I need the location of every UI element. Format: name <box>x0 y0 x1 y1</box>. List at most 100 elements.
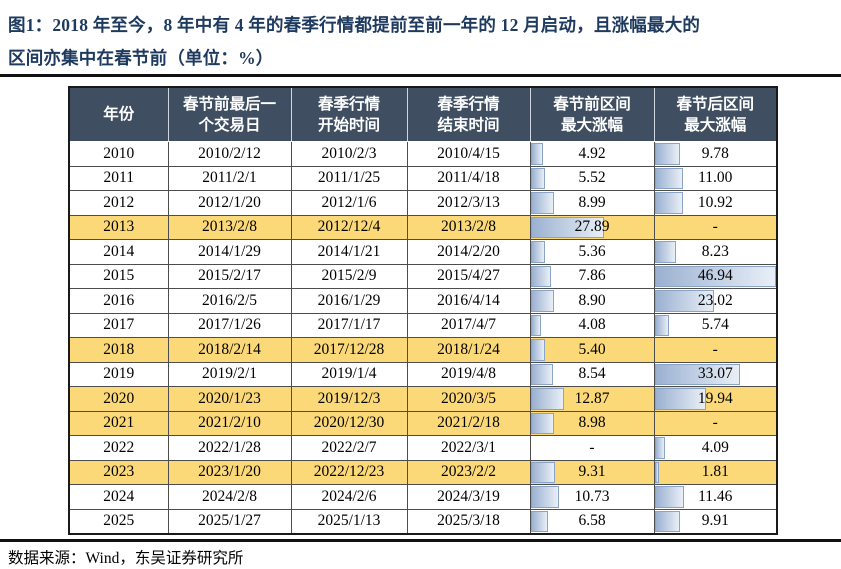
pre-cny-gain-cell: 8.98 <box>529 410 655 436</box>
rally-start-cell: 2011/1/25 <box>290 165 408 191</box>
table-body: 2010 2010/2/12 2010/2/3 2010/4/15 4.92 9.78 20… <box>68 141 778 535</box>
rally-start-cell: 2025/1/13 <box>290 508 408 535</box>
rally-start-cell: 2016/1/29 <box>290 288 408 314</box>
last-trading-day-cell-value: 2012/1/20 <box>198 193 261 211</box>
rally-start-cell-value: 2016/1/29 <box>317 291 381 309</box>
post-cny-gain-cell: 4.09 <box>653 435 778 461</box>
post-cny-gain-cell: 46.94 <box>653 263 778 289</box>
table-row-2012: 2012 2012/1/20 2012/1/6 2012/3/13 8.99 10.92 <box>68 190 778 216</box>
pre-cny-gain-cell: 8.54 <box>529 361 655 387</box>
data-bar <box>531 388 565 410</box>
post-cny-gain-cell-value: 23.02 <box>697 291 733 309</box>
pre-cny-gain-cell-value: 27.89 <box>574 218 610 236</box>
last-trading-day-cell: 2016/2/5 <box>167 288 292 314</box>
pre-cny-gain-cell-value: 8.99 <box>578 193 606 211</box>
data-bar <box>531 265 552 287</box>
pre-cny-gain-cell-value: - <box>589 438 595 456</box>
table-row-2015: 2015 2015/2/17 2015/2/9 2015/4/27 7.86 46.94 <box>68 263 778 289</box>
last-trading-day-cell-value: 2022/1/28 <box>198 438 261 456</box>
post-cny-gain-cell-value: 11.00 <box>698 169 733 187</box>
table-row-2011: 2011 2011/2/1 2011/1/25 2011/4/18 5.52 11.00 <box>68 165 778 191</box>
data-bar <box>655 241 676 263</box>
last-trading-day-cell: 2022/1/28 <box>167 435 292 461</box>
rally-start-cell: 2017/1/17 <box>290 312 408 338</box>
pre-cny-gain-cell: 9.31 <box>529 459 655 485</box>
last-trading-day-cell-value: 2024/2/8 <box>201 487 258 505</box>
post-cny-gain-cell: 11.46 <box>653 484 778 510</box>
data-bar <box>655 143 680 165</box>
pre-cny-gain-cell: 6.58 <box>529 508 655 535</box>
year-cell-value: 2010 <box>103 144 135 162</box>
post-cny-gain-cell: - <box>653 214 778 240</box>
pre-cny-gain-cell-value: 5.52 <box>578 169 606 187</box>
post-cny-gain-cell: 9.91 <box>653 508 778 535</box>
rally-end-cell-value: 2025/3/18 <box>437 512 500 530</box>
pre-cny-gain-cell: 10.73 <box>529 484 655 510</box>
figure-title-line1: 图1：2018 年至今，8 年中有 4 年的春季行情都提前至前一年的 12 月启… <box>8 15 701 35</box>
rally-start-cell: 2010/2/3 <box>290 141 408 167</box>
column-header-max_gain_before_cny: 春节前区间 最大涨幅 <box>529 87 654 142</box>
rally-end-cell-value: 2011/4/18 <box>437 169 500 187</box>
table-row-2024: 2024 2024/2/8 2024/2/6 2024/3/19 10.73 11.46 <box>68 484 778 510</box>
year-cell-value: 2023 <box>103 463 135 481</box>
table-row-2022: 2022 2022/1/28 2022/2/7 2022/3/1 - 4.09 <box>68 435 778 461</box>
rally-start-cell: 2012/12/4 <box>290 214 408 240</box>
last-trading-day-cell: 2012/1/20 <box>167 190 292 216</box>
rally-start-cell: 2024/2/6 <box>290 484 408 510</box>
post-cny-gain-cell: 9.78 <box>653 141 778 167</box>
rally-end-cell-value: 2023/2/2 <box>440 463 497 481</box>
last-trading-day-cell-value: 2017/1/26 <box>198 316 261 334</box>
pre-cny-gain-cell: 12.87 <box>529 386 655 412</box>
rally-start-cell-value: 2015/2/9 <box>321 267 377 285</box>
pre-cny-gain-cell: 4.08 <box>529 312 655 338</box>
year-cell-value: 2024 <box>103 487 135 505</box>
pre-cny-gain-cell: - <box>529 435 655 461</box>
year-cell-value: 2015 <box>103 267 135 285</box>
last-trading-day-cell-value: 2015/2/17 <box>198 267 261 285</box>
pre-cny-gain-cell-value: 4.08 <box>578 316 606 334</box>
table-header-row: 年份 春节前最后一 个交易日 春季行情 开始时间 春季行情 结束时间 春节前区间 最大涨幅 春节后… <box>69 87 777 142</box>
rally-end-cell-value: 2020/3/5 <box>440 389 497 407</box>
last-trading-day-cell: 2018/2/14 <box>167 337 292 363</box>
year-cell-value: 2016 <box>103 291 135 309</box>
data-bar <box>531 510 548 532</box>
last-trading-day-cell-value: 2013/2/8 <box>201 218 258 236</box>
data-bar <box>531 192 555 214</box>
column-header-last_trading_day_before_cny: 春节前最后一 个交易日 <box>167 87 291 142</box>
rally-start-cell: 2015/2/9 <box>290 263 408 289</box>
rally-end-cell: 2016/4/14 <box>406 288 531 314</box>
data-bar <box>655 461 660 483</box>
last-trading-day-cell: 2011/2/1 <box>167 165 292 191</box>
post-cny-gain-cell: 11.00 <box>653 165 778 191</box>
rally-end-cell: 2018/1/24 <box>406 337 531 363</box>
post-cny-gain-cell: 5.74 <box>653 312 778 338</box>
rally-start-cell: 2017/12/28 <box>290 337 408 363</box>
rally-end-cell: 2025/3/18 <box>406 508 531 535</box>
table-header: 年份 春节前最后一 个交易日 春季行情 开始时间 春季行情 结束时间 春节前区间 最大涨幅 春节后… <box>69 87 777 142</box>
rally-start-cell: 2012/1/6 <box>290 190 408 216</box>
rally-start-cell-value: 2012/1/6 <box>321 193 377 211</box>
year-cell-value: 2011 <box>103 169 134 187</box>
last-trading-day-cell-value: 2014/1/29 <box>198 242 261 260</box>
column-header-max_gain_after_cny: 春节后区间 最大涨幅 <box>653 87 777 142</box>
figure-title: 图1：2018 年至今，8 年中有 4 年的春季行情都提前至前一年的 12 月启… <box>0 0 841 75</box>
data-bar <box>531 412 555 434</box>
column-header-rally_start: 春季行情 开始时间 <box>290 87 407 142</box>
year-cell: 2019 <box>68 361 169 387</box>
post-cny-gain-cell-value: - <box>712 218 718 236</box>
post-cny-gain-cell-value: 11.46 <box>698 487 733 505</box>
last-trading-day-cell-value: 2011/2/1 <box>202 169 257 187</box>
table-row-2020: 2020 2020/1/23 2019/12/3 2020/3/5 12.87 19.94 <box>68 386 778 412</box>
table-row-2025: 2025 2025/1/27 2025/1/13 2025/3/18 6.58 9.91 <box>68 508 778 535</box>
year-cell: 2013 <box>68 214 169 240</box>
year-cell-value: 2012 <box>103 193 135 211</box>
bottom-rule <box>0 539 841 542</box>
rally-start-cell-value: 2025/1/13 <box>317 512 381 530</box>
data-bar <box>531 363 553 385</box>
year-cell-value: 2021 <box>103 414 135 432</box>
table-row-2010: 2010 2010/2/12 2010/2/3 2010/4/15 4.92 9.78 <box>68 141 778 167</box>
post-cny-gain-cell-value: 33.07 <box>697 365 733 383</box>
rally-end-cell: 2024/3/19 <box>406 484 531 510</box>
post-cny-gain-cell-value: 8.23 <box>701 242 729 260</box>
year-cell-value: 2022 <box>103 438 135 456</box>
